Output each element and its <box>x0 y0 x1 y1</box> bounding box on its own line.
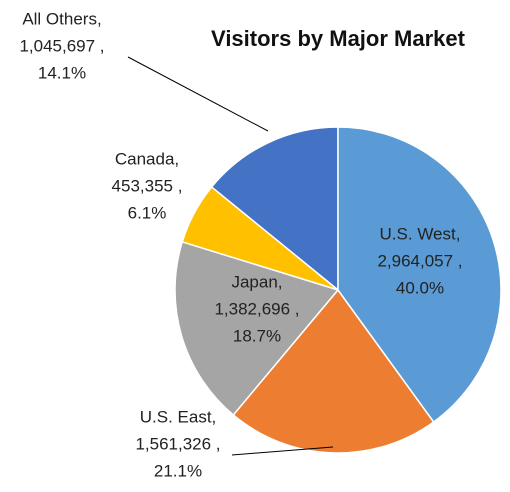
data-label-percent: 18.7% <box>233 326 281 345</box>
leader-line <box>231 446 334 456</box>
data-label-percent: 14.1% <box>38 63 86 82</box>
data-label-name: U.S. East, <box>140 407 217 426</box>
data-label-percent: 6.1% <box>128 203 167 222</box>
data-label-value: 453,355 , <box>112 176 183 195</box>
data-label-name: Canada, <box>115 149 179 168</box>
data-label-name: Japan, <box>231 272 282 291</box>
pie-slice <box>174 241 340 417</box>
pie-slice <box>232 288 435 454</box>
pie-slice <box>337 126 502 424</box>
data-label-value: 1,561,326 , <box>135 434 220 453</box>
data-label-name: U.S. West, <box>380 224 461 243</box>
data-label-percent: 40.0% <box>396 278 444 297</box>
leader-line <box>127 56 269 132</box>
data-label-value: 1,382,696 , <box>214 299 299 318</box>
data-label-value: 1,045,697 , <box>19 36 104 55</box>
chart-title: Visitors by Major Market <box>211 26 466 51</box>
data-label-name: All Others, <box>22 9 101 28</box>
data-label-percent: 21.1% <box>154 461 202 480</box>
data-label-value: 2,964,057 , <box>377 251 462 270</box>
pie-slice <box>210 126 339 292</box>
